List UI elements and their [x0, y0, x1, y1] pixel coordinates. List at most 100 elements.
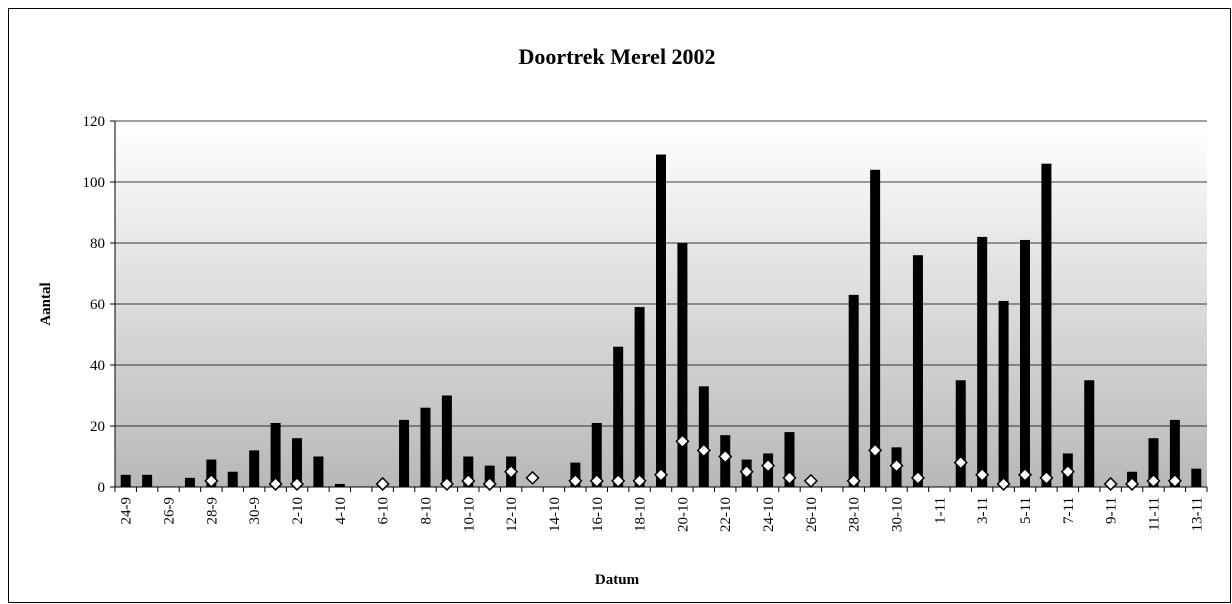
x-tick-label: 26-9: [162, 497, 178, 525]
bar: [784, 432, 795, 487]
marker: [632, 473, 647, 488]
x-tick-label: 6-10: [376, 497, 392, 525]
marker: [889, 458, 904, 473]
y-tick-label: 100: [83, 175, 106, 191]
x-tick-label: 26-10: [804, 497, 820, 532]
x-tick-label: 28-10: [847, 497, 863, 532]
x-tick-label: 10-10: [461, 497, 477, 532]
x-tick-label: 9-11: [1104, 497, 1120, 524]
bar: [292, 438, 302, 487]
marker: [1167, 473, 1182, 488]
x-tick-label: 22-10: [718, 497, 734, 532]
x-tick-label: 2-10: [290, 497, 306, 525]
x-tick-label: 30-10: [890, 497, 906, 532]
marker: [461, 473, 476, 488]
bar: [677, 243, 688, 487]
marker: [953, 455, 968, 470]
marker: [1017, 467, 1033, 482]
bar: [270, 422, 281, 487]
x-tick-label: 12-10: [504, 497, 520, 532]
marker: [760, 458, 776, 473]
marker: [1060, 464, 1075, 479]
bar: [634, 307, 645, 487]
marker: [803, 473, 818, 488]
bar: [1148, 438, 1159, 487]
bar: [420, 407, 431, 487]
bar: [977, 236, 988, 487]
bar: [441, 395, 452, 487]
bar: [870, 169, 881, 488]
y-tick-label: 40: [90, 358, 105, 374]
marker: [782, 470, 797, 485]
x-tick-label: 18-10: [633, 497, 649, 532]
marker: [996, 476, 1011, 492]
bar: [1084, 380, 1095, 487]
bar: [1169, 419, 1180, 487]
marker: [611, 473, 626, 488]
marker: [739, 464, 754, 479]
x-tick-label: 16-10: [590, 497, 606, 532]
marker: [525, 470, 540, 485]
bar: [227, 471, 238, 487]
x-tick-label: 24-9: [119, 497, 135, 525]
x-tick-label: 28-9: [204, 497, 220, 525]
marker: [268, 476, 283, 492]
x-axis-label: Datum: [595, 572, 640, 588]
x-tick-label: 11-11: [1146, 497, 1162, 531]
marker: [718, 449, 733, 464]
marker: [1146, 473, 1161, 488]
bar: [399, 419, 410, 487]
marker: [375, 476, 390, 492]
y-tick-label: 0: [98, 480, 106, 496]
marker: [439, 476, 454, 492]
bar: [656, 154, 666, 488]
y-tick-label: 60: [90, 297, 105, 313]
marker: [1103, 476, 1118, 492]
y-axis-label: Aantal: [38, 282, 54, 325]
bar: [313, 456, 324, 487]
marker: [504, 464, 519, 479]
x-tick-label: 13-11: [1189, 497, 1205, 531]
x-tick-label: 5-11: [1018, 497, 1034, 524]
marker: [846, 473, 861, 488]
marker: [975, 467, 990, 482]
x-tick-label: 7-11: [1061, 497, 1077, 524]
marker: [589, 473, 604, 488]
bar: [1041, 163, 1052, 487]
marker: [204, 473, 219, 488]
bar: [206, 459, 217, 487]
chart-title: Doortrek Merel 2002: [518, 44, 715, 69]
x-tick-label: 30-9: [247, 497, 263, 525]
marker: [653, 467, 669, 482]
marker: [1039, 470, 1054, 485]
x-tick-label: 20-10: [675, 497, 691, 532]
bar: [249, 450, 260, 487]
bar: [142, 474, 153, 487]
bar: [848, 294, 859, 487]
bar: [591, 422, 602, 487]
marker: [1124, 476, 1140, 492]
bar: [120, 474, 131, 487]
bar: [484, 465, 495, 487]
bar: [463, 456, 474, 487]
y-tick-label: 20: [90, 419, 105, 435]
bar: [1191, 468, 1202, 487]
marker: [868, 443, 883, 458]
y-tick-label: 120: [83, 114, 106, 130]
bar: [698, 386, 709, 487]
x-tick-label: 4-10: [333, 497, 349, 525]
bar: [912, 255, 923, 487]
marker: [675, 434, 690, 449]
bar: [955, 380, 966, 487]
x-tick-label: 24-10: [761, 497, 777, 532]
x-tick-label: 1-11: [932, 497, 948, 524]
x-tick-label: 3-11: [975, 497, 991, 524]
bar: [613, 346, 624, 487]
x-tick-label: 14-10: [547, 497, 563, 532]
y-tick-label: 80: [90, 236, 105, 252]
marker: [696, 443, 711, 458]
marker: [482, 476, 497, 492]
bar: [334, 483, 345, 487]
marker: [910, 470, 926, 485]
